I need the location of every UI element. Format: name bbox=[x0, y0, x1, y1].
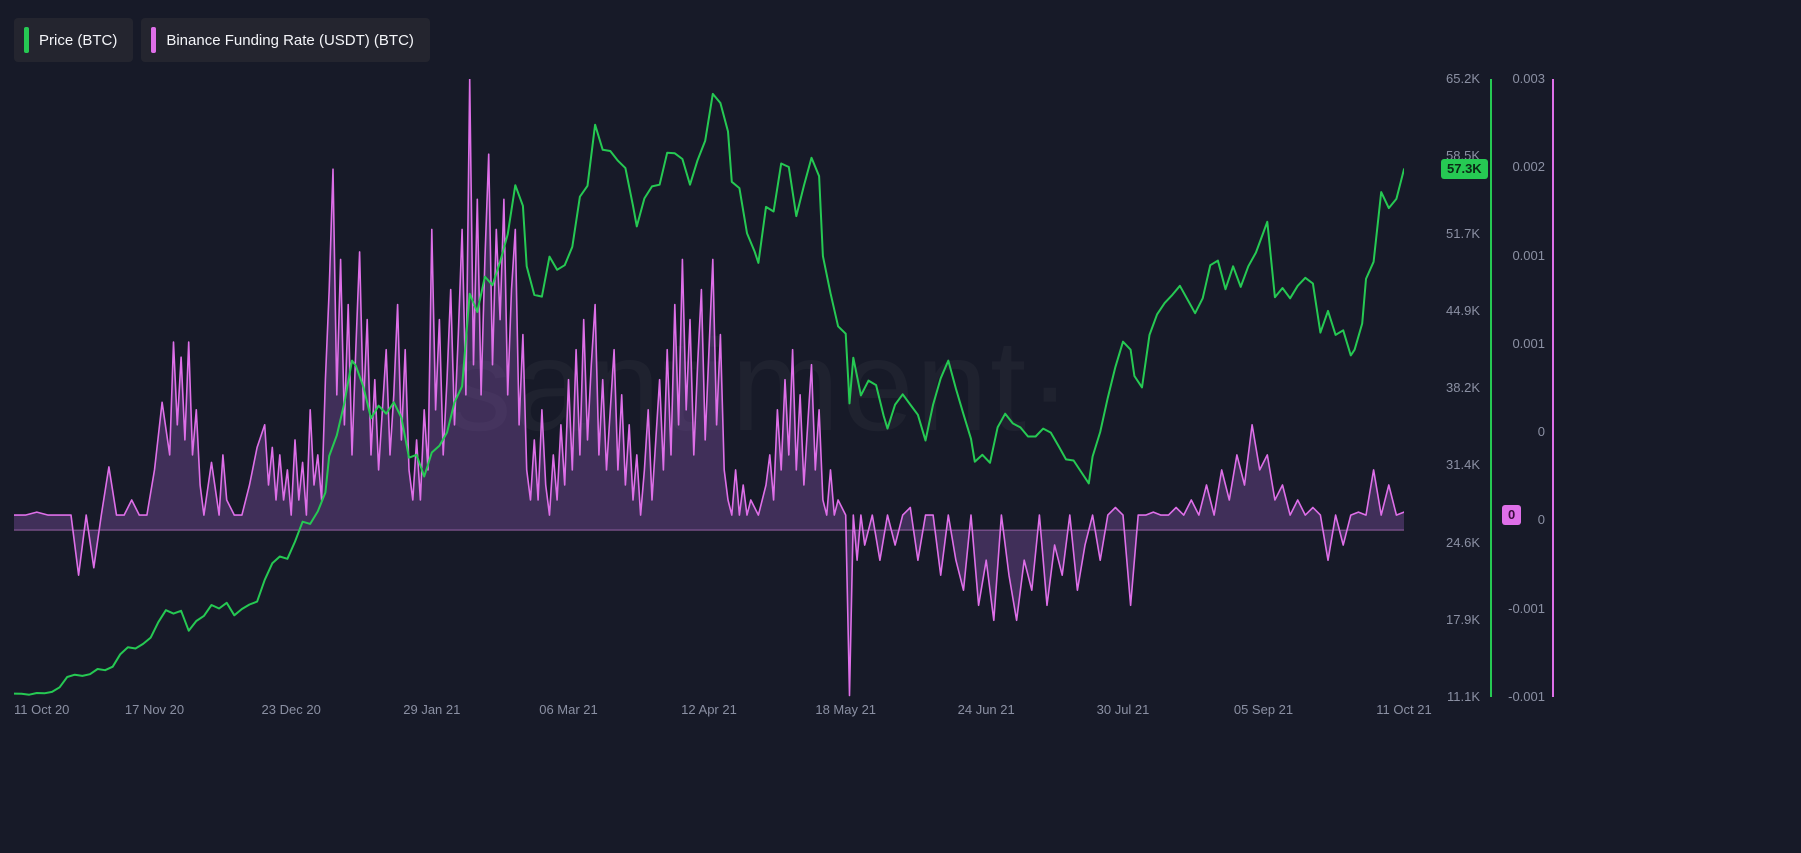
x-axis-tick: 18 May 21 bbox=[815, 702, 877, 717]
price-series-color-bar bbox=[24, 27, 29, 53]
funding-rate-line bbox=[14, 79, 1404, 697]
legend-item-funding-rate[interactable]: Binance Funding Rate (USDT) (BTC) bbox=[141, 18, 430, 62]
funding-axis-tick: 0.001 bbox=[1512, 247, 1545, 263]
x-axis-tick: 12 Apr 21 bbox=[681, 702, 737, 717]
price-axis-tick: 51.7K bbox=[1446, 225, 1480, 241]
x-axis-tick: 06 Mar 21 bbox=[539, 702, 598, 717]
chart-legend: Price (BTC) Binance Funding Rate (USDT) … bbox=[14, 18, 430, 62]
legend-item-price[interactable]: Price (BTC) bbox=[14, 18, 134, 62]
price-axis-tick: 44.9K bbox=[1446, 302, 1480, 318]
funding-axis-tick: 0.003 bbox=[1512, 71, 1545, 86]
x-axis-tick: 11 Oct 21 bbox=[1376, 702, 1432, 717]
legend-label-funding-rate: Binance Funding Rate (USDT) (BTC) bbox=[166, 31, 414, 49]
price-axis-tick: 65.2K bbox=[1446, 71, 1480, 86]
price-axis-tick: 38.2K bbox=[1446, 380, 1480, 395]
x-axis-tick: 23 Dec 20 bbox=[261, 702, 321, 717]
x-axis-tick: 24 Jun 21 bbox=[957, 702, 1015, 717]
funding-rate-area-fill bbox=[14, 79, 1404, 696]
price-axis-tick: 24.6K bbox=[1446, 534, 1480, 550]
x-axis-tick: 17 Nov 20 bbox=[124, 702, 185, 717]
funding-axis-tick: -0.001 bbox=[1508, 600, 1545, 616]
price-axis-tick: 11.1K bbox=[1446, 689, 1480, 704]
x-axis-ticks: 11 Oct 20 17 Nov 20 23 Dec 20 29 Jan 21 06 M… bbox=[0, 702, 1801, 718]
x-axis-tick: 05 Sep 21 bbox=[1233, 702, 1294, 717]
funding-axis-tick: 0 bbox=[1537, 424, 1545, 440]
price-axis-tick: 17.9K bbox=[1446, 611, 1480, 627]
price-current-value-badge: 57.3K bbox=[1441, 159, 1488, 179]
funding-axis-tick: 0.002 bbox=[1512, 159, 1545, 175]
x-axis-tick: 30 Jul 21 bbox=[1096, 702, 1150, 717]
funding-axis-tick: 0 bbox=[1537, 512, 1545, 528]
price-axis-tick: 31.4K bbox=[1446, 457, 1480, 473]
price-line bbox=[14, 92, 1404, 696]
legend-label-price: Price (BTC) bbox=[39, 31, 118, 49]
x-axis-tick: 11 Oct 20 bbox=[14, 702, 70, 717]
funding-current-value-badge: 0 bbox=[1502, 505, 1522, 525]
x-axis-tick: 29 Jan 21 bbox=[403, 702, 461, 717]
funding-series-color-bar bbox=[151, 27, 157, 53]
funding-axis-tick: 0.001 bbox=[1512, 335, 1545, 351]
funding-axis-tick: -0.001 bbox=[1508, 689, 1545, 704]
